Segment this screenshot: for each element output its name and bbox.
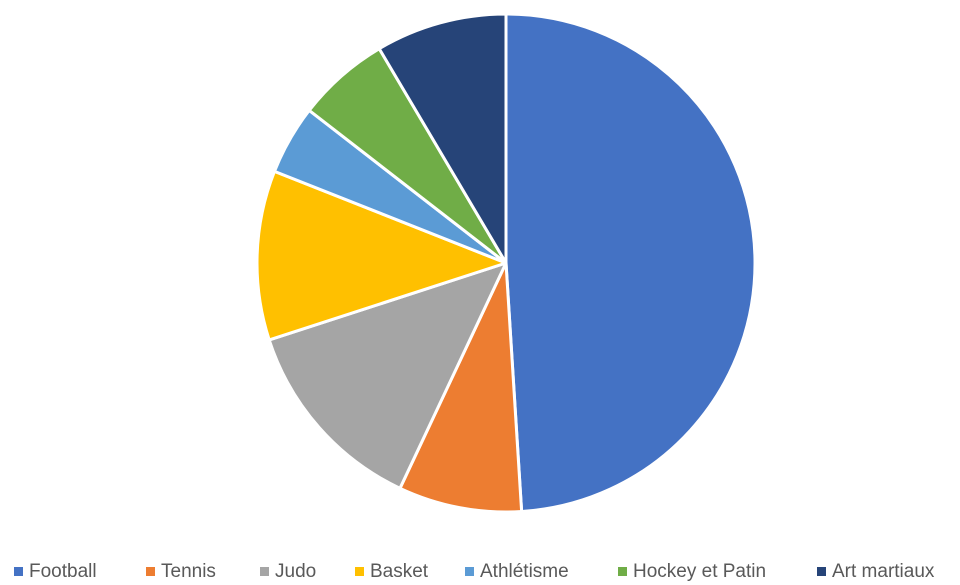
legend-label-tennis: Tennis bbox=[161, 561, 216, 582]
legend-item-tennis: Tennis bbox=[146, 561, 216, 582]
legend-swatch-hockey-et-patin bbox=[618, 567, 627, 576]
legend: Football Tennis Judo Basket Athlétisme Hockey… bbox=[14, 561, 935, 582]
pie-slice-basket bbox=[255, 169, 508, 342]
legend-swatch-tennis bbox=[146, 567, 155, 576]
legend-label-judo: Judo bbox=[275, 561, 316, 582]
legend-swatch-judo bbox=[260, 567, 269, 576]
legend-label-art-martiaux: Art martiaux bbox=[832, 561, 935, 582]
pie-slices bbox=[255, 12, 757, 514]
legend-item-football: Football bbox=[14, 561, 97, 582]
pie-slice-art-martiaux bbox=[377, 12, 508, 265]
legend-item-athletisme: Athlétisme bbox=[465, 561, 569, 582]
pie-slice-tennis bbox=[398, 261, 524, 514]
legend-swatch-athletisme bbox=[465, 567, 474, 576]
legend-label-athletisme: Athlétisme bbox=[480, 561, 569, 582]
legend-swatch-football bbox=[14, 567, 23, 576]
legend-item-judo: Judo bbox=[260, 561, 316, 582]
legend-item-hockey-et-patin: Hockey et Patin bbox=[618, 561, 766, 582]
legend-swatch-basket bbox=[355, 567, 364, 576]
legend-label-football: Football bbox=[29, 561, 97, 582]
pie-slice-judo bbox=[267, 261, 508, 490]
legend-item-basket: Basket bbox=[355, 561, 429, 582]
legend-label-basket: Basket bbox=[370, 561, 429, 582]
legend-swatch-art-martiaux bbox=[817, 567, 826, 576]
legend-item-art-martiaux: Art martiaux bbox=[817, 561, 935, 582]
legend-label-hockey-et-patin: Hockey et Patin bbox=[633, 561, 766, 582]
pie-slice-football bbox=[504, 12, 757, 514]
